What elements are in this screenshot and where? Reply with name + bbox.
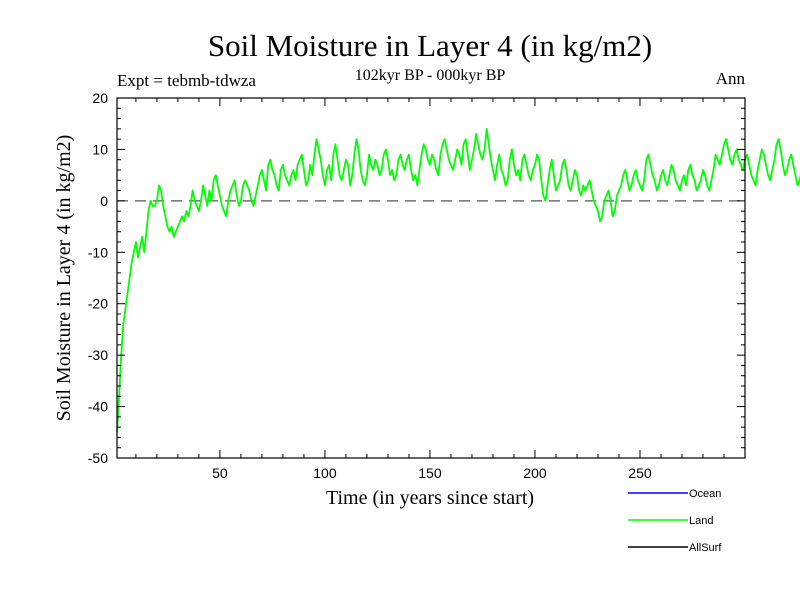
y-tick-label: -40 [88, 399, 108, 415]
y-tick-label: 20 [92, 90, 108, 106]
y-tick-label: -20 [88, 296, 108, 312]
y-tick-label: 0 [100, 193, 108, 209]
legend-label-allsurf: AllSurf [689, 542, 722, 554]
legend: Ocean Land AllSurf [628, 488, 722, 554]
legend-label-ocean: Ocean [689, 488, 721, 500]
season-label: Ann [716, 69, 746, 88]
series-line-land [116, 127, 800, 433]
x-tick-label: 50 [212, 465, 228, 481]
x-tick-label: 100 [313, 465, 337, 481]
x-tick-label: 250 [628, 465, 652, 481]
plot-area: -50 -40 -30 -20 -10 0 10 20 50 100 150 200 250 [88, 90, 800, 481]
x-tick-label: 200 [523, 465, 547, 481]
chart-title: Soil Moisture in Layer 4 (in kg/m2) [208, 28, 652, 63]
x-tick-label: 150 [418, 465, 442, 481]
y-axis-label: Soil Moisture in Layer 4 (in kg/m2) [53, 135, 75, 422]
y-tick-label: -30 [88, 347, 108, 363]
y-tick-label: 10 [92, 141, 108, 157]
plot-frame [116, 97, 746, 459]
x-axis-label: Time (in years since start) [326, 487, 534, 509]
experiment-label: Expt = tebmb-tdwza [117, 71, 256, 90]
legend-label-land: Land [689, 515, 713, 527]
chart-subtitle: 102kyr BP - 000kyr BP [355, 67, 506, 84]
y-tick-label: -10 [88, 244, 108, 260]
y-tick-label: -50 [88, 450, 108, 466]
